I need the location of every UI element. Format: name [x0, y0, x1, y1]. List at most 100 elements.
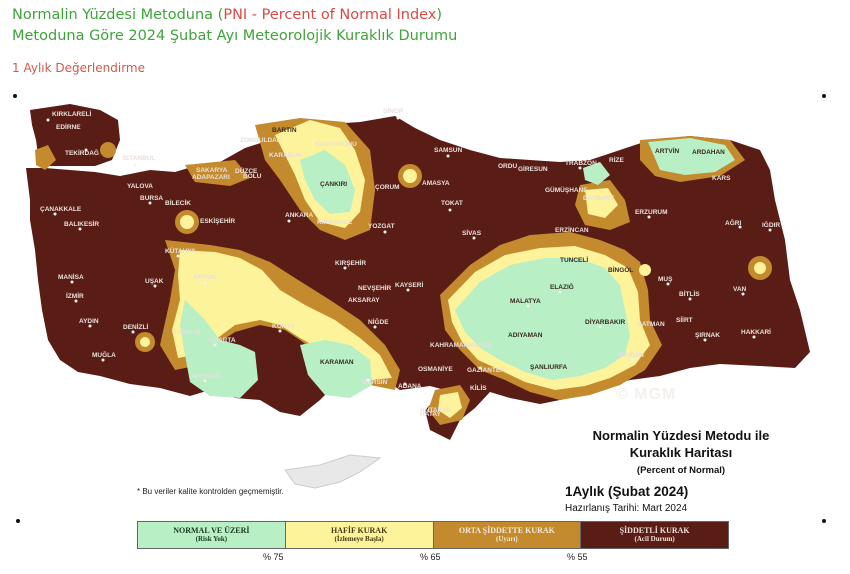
svg-text:SİVAS: SİVAS	[462, 229, 482, 237]
corner-mark	[13, 94, 17, 98]
svg-text:NİĞDE: NİĞDE	[368, 317, 389, 326]
legend-sublabel: (Risk Yok)	[195, 535, 228, 543]
svg-text:ÇORUM: ÇORUM	[375, 184, 400, 191]
prepared-date: Hazırlanış Tarihi: Mart 2024	[565, 503, 688, 514]
svg-text:SİİRT: SİİRT	[676, 316, 693, 324]
period-subtitle: 1 Aylık Değerlendirme	[12, 61, 146, 75]
svg-text:EDİRNE: EDİRNE	[56, 123, 81, 131]
svg-text:VAN: VAN	[733, 286, 747, 293]
svg-text:ESKİŞEHİR: ESKİŞEHİR	[200, 217, 235, 225]
svg-text:ELAZIĞ: ELAZIĞ	[550, 282, 574, 291]
turkey-drought-map: KIRKLARELİ EDİRNE TEKİRDAĞ İSTANBUL ÇANA…	[26, 104, 810, 489]
svg-text:GİRESUN: GİRESUN	[518, 165, 548, 173]
svg-text:BİLECİK: BİLECİK	[165, 199, 191, 207]
svg-text:DENİZLİ: DENİZLİ	[123, 323, 148, 331]
svg-text:SAKARYA: SAKARYA	[196, 167, 228, 174]
svg-text:İZMİR: İZMİR	[66, 292, 84, 300]
legend-item-orta: ORTA ŞİDDETTE KURAK (Uyarı)	[433, 522, 582, 548]
svg-text:ÇANKIRI: ÇANKIRI	[320, 181, 347, 188]
svg-text:KARS: KARS	[712, 175, 731, 182]
svg-text:UŞAK: UŞAK	[145, 278, 164, 285]
svg-text:BALIKESİR: BALIKESİR	[64, 220, 99, 228]
map-subtitle: (Percent of Normal)	[636, 465, 726, 476]
svg-text:BARTIN: BARTIN	[272, 127, 297, 134]
svg-text:AYDIN: AYDIN	[79, 318, 99, 325]
svg-text:ERZURUM: ERZURUM	[635, 209, 668, 216]
svg-text:ORDU: ORDU	[498, 163, 517, 170]
page-title-line-1: Normalin Yüzdesi Metoduna (PNI - Percent…	[12, 7, 443, 23]
svg-text:BOLU: BOLU	[243, 173, 262, 180]
svg-text:NEVŞEHİR: NEVŞEHİR	[358, 284, 392, 292]
svg-text:BAYBURT: BAYBURT	[583, 195, 614, 202]
svg-text:ADIYAMAN: ADIYAMAN	[508, 332, 543, 339]
svg-text:BATMAN: BATMAN	[637, 321, 665, 328]
svg-text:İSTANBUL: İSTANBUL	[123, 154, 155, 162]
corner-mark	[822, 94, 826, 98]
svg-text:MALATYA: MALATYA	[510, 298, 541, 305]
threshold-55: % 55	[567, 552, 588, 562]
svg-text:SİNOP: SİNOP	[383, 107, 404, 115]
quality-note: * Bu veriler kalite kontrolden geçmemişt…	[137, 487, 284, 496]
svg-text:KIRIKKALE: KIRIKKALE	[317, 219, 353, 226]
svg-text:KIRKLARELİ: KIRKLARELİ	[52, 110, 92, 118]
legend-item-hafif: HAFİF KURAK (İzlemeye Başla)	[285, 522, 434, 548]
svg-text:BURSA: BURSA	[140, 195, 163, 202]
corner-mark	[822, 519, 826, 523]
svg-text:HAKKARİ: HAKKARİ	[741, 328, 771, 336]
legend-sublabel: (Uyarı)	[495, 535, 518, 543]
svg-text:ZONGULDAK: ZONGULDAK	[240, 137, 282, 144]
svg-text:BİTLİS: BİTLİS	[679, 290, 700, 298]
svg-text:ARDAHAN: ARDAHAN	[692, 149, 725, 156]
svg-text:KİLİS: KİLİS	[470, 384, 487, 392]
svg-text:AMASYA: AMASYA	[422, 180, 450, 187]
svg-text:KAHRAMANMARAŞ: KAHRAMANMARAŞ	[430, 342, 493, 349]
threshold-75: % 75	[263, 552, 284, 562]
svg-text:KONYA: KONYA	[272, 323, 295, 330]
svg-text:ŞANLIURFA: ŞANLIURFA	[530, 364, 568, 371]
city-markers	[46, 116, 772, 386]
svg-text:OSMANİYE: OSMANİYE	[418, 365, 453, 373]
svg-text:SAMSUN: SAMSUN	[434, 147, 462, 154]
map-period: 1Aylık (Şubat 2024)	[565, 484, 689, 499]
svg-text:ARTVİN: ARTVİN	[655, 147, 680, 155]
svg-text:KAYSERİ: KAYSERİ	[395, 281, 423, 289]
legend-label: NORMAL VE ÜZERİ	[173, 526, 250, 535]
svg-text:AKSARAY: AKSARAY	[348, 297, 380, 304]
threshold-65: % 65	[420, 552, 441, 562]
svg-text:BİNGÖL: BİNGÖL	[608, 265, 633, 274]
legend-item-siddetli: ŞİDDETLİ KURAK (Acil Durum)	[581, 522, 728, 548]
svg-text:TEKİRDAĞ: TEKİRDAĞ	[65, 148, 99, 157]
svg-text:TUNCELİ: TUNCELİ	[560, 256, 588, 264]
svg-text:HATAY: HATAY	[420, 411, 441, 418]
svg-text:RİZE: RİZE	[609, 156, 624, 164]
svg-text:AFYON: AFYON	[193, 274, 216, 281]
corner-mark	[16, 519, 20, 523]
cyprus-island	[284, 454, 382, 489]
map-title-line-2: Kuraklık Haritası	[629, 445, 733, 460]
svg-text:MERSİN: MERSİN	[362, 378, 388, 386]
svg-text:KÜTAHYA: KÜTAHYA	[165, 246, 196, 255]
svg-text:MANİSA: MANİSA	[58, 273, 84, 281]
legend-sublabel: (Acil Durum)	[634, 535, 675, 543]
svg-text:BURDUR: BURDUR	[172, 329, 200, 336]
legend: NORMAL VE ÜZERİ (Risk Yok) HAFİF KURAK (…	[137, 521, 729, 549]
svg-text:ANTALYA: ANTALYA	[192, 373, 222, 380]
svg-text:AĞRI: AĞRI	[725, 218, 741, 227]
svg-text:YALOVA: YALOVA	[127, 183, 153, 190]
city-labels: KIRKLARELİ EDİRNE TEKİRDAĞ İSTANBUL ÇANA…	[40, 107, 780, 418]
svg-text:ADANA: ADANA	[398, 383, 422, 390]
svg-text:YOZGAT: YOZGAT	[368, 223, 395, 230]
svg-text:GÜMÜŞHANE: GÜMÜŞHANE	[545, 185, 588, 194]
svg-text:ÇANAKKALE: ÇANAKKALE	[40, 206, 82, 213]
svg-text:ERZİNCAN: ERZİNCAN	[555, 226, 589, 234]
svg-text:DİYARBAKIR: DİYARBAKIR	[585, 318, 626, 326]
svg-text:TRABZON: TRABZON	[565, 160, 597, 167]
svg-text:ANKARA: ANKARA	[285, 212, 313, 219]
svg-text:TOKAT: TOKAT	[441, 200, 463, 207]
svg-text:KARAMAN: KARAMAN	[320, 359, 354, 366]
legend-item-normal: NORMAL VE ÜZERİ (Risk Yok)	[138, 522, 286, 548]
svg-text:KARABÜK: KARABÜK	[269, 150, 302, 159]
svg-text:ISPARTA: ISPARTA	[208, 337, 236, 344]
svg-text:MUĞLA: MUĞLA	[92, 350, 116, 359]
svg-text:DÜZCE: DÜZCE	[235, 166, 258, 175]
